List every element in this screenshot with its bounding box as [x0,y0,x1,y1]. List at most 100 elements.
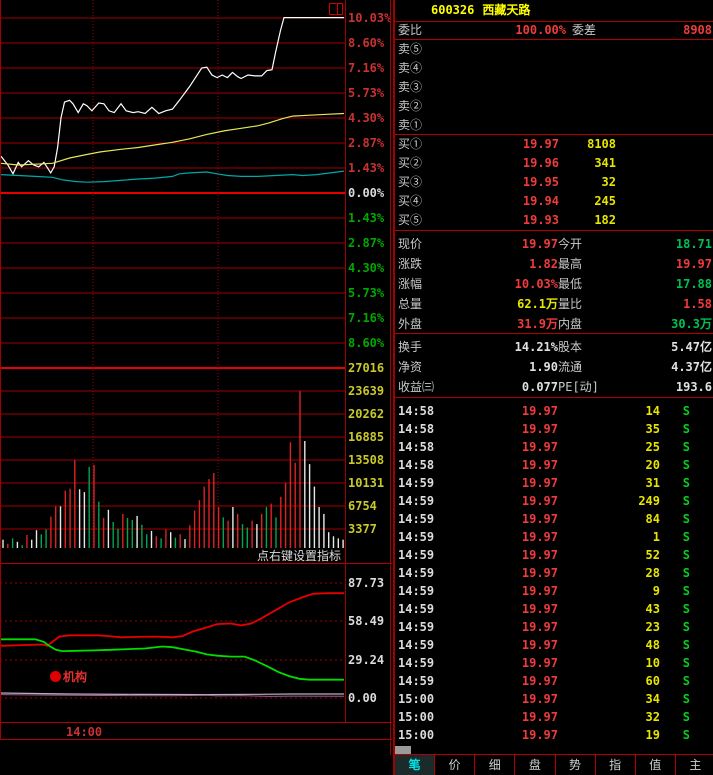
chart-plot-border [345,0,346,722]
quote-row: 涨幅 10.03% 最低 17.88 [395,274,713,294]
buy-row-price: 19.95 [522,175,559,189]
tick-row: 14:59 19.97 1 S [395,528,713,546]
quote-row-label: 现价 [398,237,423,251]
tab-指[interactable]: 指 [594,755,635,775]
tick-flag: S [682,476,690,490]
tick-flag: S [682,404,690,418]
tick-time: 14:58 [398,404,435,418]
buy-row-price: 19.96 [522,156,559,170]
axis-label: 8.60% [348,36,385,50]
tick-row: 14:59 19.97 249 S [395,492,713,510]
tick-row: 14:58 19.97 20 S [395,456,713,474]
axis-label: 6754 [348,499,377,513]
fund-row-label: PE[动] [558,380,599,394]
tick-price: 19.97 [521,638,558,652]
tick-row: 14:59 19.97 43 S [395,600,713,618]
right-axis-labels: 10.03% 8.60% 7.16% 5.73% 4.30% 2.87% 1.43% 0.00… [348,0,392,722]
fund-row: 换手 14.21% 股本 5.47亿 [395,337,713,357]
axis-label: 29.24 [348,653,385,667]
quote-row-value: 18.71 [675,237,712,251]
stock-code: 600326 [431,3,475,17]
tick-volume: 28 [645,566,660,580]
tick-time: 14:59 [398,548,435,562]
sell-row: 卖③ [395,78,713,97]
restore-window-icon[interactable] [329,3,343,15]
tick-flag: S [682,674,690,688]
tick-flag: S [682,656,690,670]
sell-row-price [454,59,559,78]
tick-price: 19.97 [521,584,558,598]
tick-flag: S [682,638,690,652]
time-axis-label: 14:00 [66,725,103,739]
tick-price: 19.97 [521,620,558,634]
tick-row: 15:00 19.97 32 S [395,708,713,726]
tick-volume: 32 [645,710,660,724]
weicha-value: 8908 [683,23,712,37]
sell-row-price [454,97,559,116]
sell-row-extra [616,40,713,59]
quote-row-value: 19.97 [675,257,712,271]
weibi-label: 委比 [398,23,423,37]
axis-label: 0.00 [348,691,377,705]
fund-row: 净资 1.90 流通 4.37亿 [395,357,713,377]
sell-row-volume [559,97,616,116]
tab-笔[interactable]: 笔 [395,755,435,775]
tick-volume: 20 [645,458,660,472]
tick-flag: S [682,566,690,580]
indicator-chart[interactable] [0,565,346,721]
tick-price: 19.97 [521,692,558,706]
tab-细[interactable]: 细 [474,755,514,775]
tick-time: 14:59 [398,494,435,508]
axis-label: 16885 [348,430,385,444]
quote-row: 外盘 31.9万 内盘 30.3万 [395,314,713,333]
tick-flag: S [682,440,690,454]
buy-row-extra [616,135,713,154]
axis-label: 23639 [348,384,385,398]
quote-row-value: 10.03% [514,277,558,291]
tab-势[interactable]: 势 [554,755,595,775]
chart-left-border [0,0,1,740]
sell-row: 卖⑤ [395,40,713,59]
fund-row-label: 收益㈢ [398,380,435,394]
resize-handle[interactable] [395,746,411,754]
quote-row-value: 1.58 [683,297,712,311]
volume-chart[interactable] [0,358,346,548]
tick-time: 15:00 [398,692,435,706]
fund-row-value: 14.21% [514,340,558,354]
buy-row: 买③ 19.95 32 [395,173,713,192]
sell-row-price [454,40,559,59]
quote-row-label: 量比 [558,297,583,311]
tick-time: 14:58 [398,440,435,454]
fund-row-label: 流通 [558,360,583,374]
tick-volume: 60 [645,674,660,688]
fund-row-value: 4.37亿 [671,360,712,374]
tick-trade-list[interactable]: 14:58 19.97 14 S 14:58 19.97 35 S 14:58 19.97 25 S 1… [395,402,713,744]
tick-price: 19.97 [521,494,558,508]
tick-price: 19.97 [521,656,558,670]
tick-time: 14:59 [398,584,435,598]
tick-flag: S [682,692,690,706]
tick-time: 14:59 [398,566,435,580]
fund-row-value: 0.077 [521,380,558,394]
tick-price: 19.97 [521,530,558,544]
sell-row-price [454,116,559,134]
buy-row: 买④ 19.94 245 [395,192,713,211]
tab-价[interactable]: 价 [434,755,474,775]
quote-row-value: 1.82 [529,257,558,271]
tick-volume: 34 [645,692,660,706]
tab-盘[interactable]: 盘 [514,755,554,775]
indicator-legend-label: 机构 [63,670,88,684]
tick-time: 14:59 [398,530,435,544]
tick-flag: S [682,602,690,616]
tab-值[interactable]: 值 [634,755,675,775]
quote-row-label: 外盘 [398,317,423,331]
tick-price: 19.97 [521,458,558,472]
tab-主[interactable]: 主 [674,755,713,775]
quote-row: 涨跌 1.82 最高 19.97 [395,254,713,274]
tick-time: 14:59 [398,674,435,688]
quote-row-value: 31.9万 [517,317,558,331]
tick-volume: 25 [645,440,660,454]
intraday-price-chart[interactable] [0,0,346,358]
tick-volume: 35 [645,422,660,436]
tick-time: 14:59 [398,656,435,670]
